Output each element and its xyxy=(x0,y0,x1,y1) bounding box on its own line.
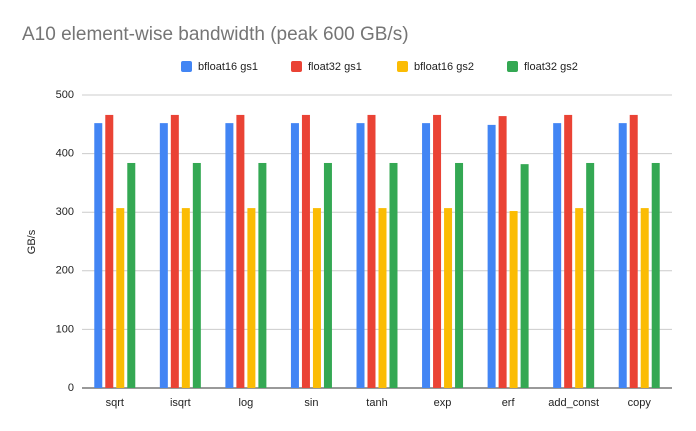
bar xyxy=(301,114,310,388)
x-tick-label: add_const xyxy=(548,397,599,409)
bar xyxy=(312,208,321,388)
bar xyxy=(116,208,125,388)
legend-swatch xyxy=(291,61,302,72)
y-tick-label: 200 xyxy=(56,265,74,277)
x-tick-label: exp xyxy=(434,397,452,409)
legend-swatch xyxy=(507,61,518,72)
bar xyxy=(170,114,179,388)
bar xyxy=(640,208,649,388)
bar xyxy=(323,162,332,388)
bar xyxy=(509,211,518,388)
bar xyxy=(258,162,267,388)
bar xyxy=(225,123,234,389)
bar xyxy=(367,114,376,388)
legend-swatch xyxy=(397,61,408,72)
x-tick-label: tanh xyxy=(366,397,387,409)
legend-swatch xyxy=(181,61,192,72)
legend-label: float32 gs1 xyxy=(308,61,362,73)
bar xyxy=(520,164,529,388)
bar xyxy=(181,208,190,388)
bar xyxy=(564,114,573,388)
bar xyxy=(433,114,442,388)
x-tick-label: sin xyxy=(304,397,318,409)
bar xyxy=(553,123,562,389)
bar xyxy=(586,162,595,388)
bar xyxy=(236,114,245,388)
y-tick-label: 300 xyxy=(56,206,74,218)
bar xyxy=(105,114,114,388)
bar xyxy=(389,162,398,388)
legend-label: bfloat16 gs1 xyxy=(198,61,258,73)
chart-title: A10 element-wise bandwidth (peak 600 GB/… xyxy=(22,24,409,45)
x-tick-label: isqrt xyxy=(170,397,191,409)
bar xyxy=(94,123,103,389)
x-tick-label: sqrt xyxy=(106,397,124,409)
bar xyxy=(290,123,299,389)
bar xyxy=(575,208,584,388)
y-tick-label: 100 xyxy=(56,323,74,335)
x-tick-label: erf xyxy=(502,397,516,409)
legend-label: float32 gs2 xyxy=(524,61,578,73)
bar xyxy=(247,208,256,388)
y-tick-label: 0 xyxy=(68,382,74,394)
bar xyxy=(487,124,496,389)
bar xyxy=(378,208,387,388)
bar xyxy=(356,123,365,389)
bar xyxy=(159,123,168,389)
bar xyxy=(444,208,453,388)
bar xyxy=(192,162,201,388)
y-tick-label: 500 xyxy=(56,89,74,101)
bar xyxy=(127,162,136,388)
bar xyxy=(629,114,638,388)
x-tick-label: log xyxy=(239,397,254,409)
bar xyxy=(422,123,431,389)
y-axis-label: GB/s xyxy=(26,229,38,254)
x-tick-label: copy xyxy=(628,397,652,409)
bar xyxy=(618,123,627,389)
bar xyxy=(651,162,660,388)
legend-label: bfloat16 gs2 xyxy=(414,61,474,73)
bar xyxy=(455,162,464,388)
bar xyxy=(498,116,507,388)
y-tick-label: 400 xyxy=(56,148,74,160)
